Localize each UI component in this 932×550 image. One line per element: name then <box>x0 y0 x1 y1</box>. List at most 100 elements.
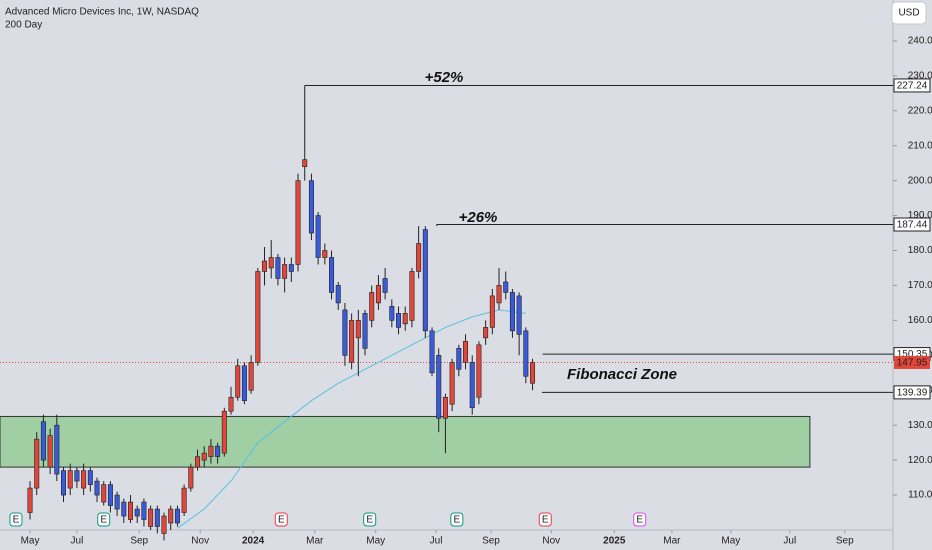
y-tick-label: 200.00 <box>908 175 932 186</box>
candle-body <box>483 327 489 339</box>
support-zone <box>0 415 811 468</box>
candle-body <box>154 508 160 527</box>
candle-body <box>27 487 33 513</box>
x-tick-label: Mar <box>663 536 681 547</box>
price-label: 150.35 <box>897 349 928 360</box>
candle-body <box>141 501 147 520</box>
candle-body <box>208 445 214 457</box>
event-marker <box>538 512 552 527</box>
candle-body <box>87 470 93 485</box>
candle-body <box>342 309 348 356</box>
candle-body <box>369 292 375 321</box>
candle-body <box>61 470 67 496</box>
candle-body <box>174 508 180 524</box>
candle-body <box>268 257 274 269</box>
event-label: E <box>542 515 549 526</box>
event-marker <box>9 512 23 527</box>
last-price-label: 147.95 <box>897 358 928 369</box>
event-label: E <box>366 515 373 526</box>
y-tick-label: 190.00 <box>908 210 932 221</box>
candle-body <box>335 285 341 304</box>
price-label-box <box>893 217 931 232</box>
x-tick-label: May <box>366 536 385 547</box>
price-label-box <box>893 78 931 93</box>
candle-body <box>436 355 442 419</box>
event-label: E <box>278 515 285 526</box>
candle-body <box>255 271 261 363</box>
x-tick-label: Sep <box>482 536 500 547</box>
candle-body <box>442 396 448 419</box>
candle-body <box>94 480 100 496</box>
candle-body <box>295 180 301 265</box>
moving-average-line <box>177 309 526 529</box>
x-tick-label: Mar <box>306 536 324 547</box>
candle-body <box>107 484 113 506</box>
candle-body <box>81 470 87 489</box>
candle-body <box>161 515 167 534</box>
candle-body <box>503 281 509 293</box>
x-tick-label: Jul <box>71 536 84 547</box>
y-tick-label: 160.00 <box>908 315 932 326</box>
candle-body <box>329 257 335 293</box>
y-tick-label: 130.00 <box>908 420 932 431</box>
candle-body <box>362 313 368 349</box>
candle-body <box>375 285 381 304</box>
candle-body <box>221 410 227 454</box>
candle-body <box>128 501 134 520</box>
price-label: 139.39 <box>897 388 928 399</box>
annotation: +26% <box>459 209 498 226</box>
candle-body <box>416 243 422 272</box>
candle-body <box>262 260 268 272</box>
candle-body <box>422 229 428 332</box>
candle-body <box>228 396 234 412</box>
y-tick-label: 180.00 <box>908 245 932 256</box>
candle-body <box>235 365 241 398</box>
y-tick-label: 230.00 <box>908 70 932 81</box>
candle-body <box>382 278 388 293</box>
candle-body <box>402 313 408 325</box>
candle-body <box>308 180 314 234</box>
currency-label[interactable]: USD <box>898 8 919 19</box>
candle-body <box>54 424 60 475</box>
candle-body <box>322 250 328 258</box>
candle-body <box>516 295 522 335</box>
candle-body <box>429 330 435 374</box>
x-tick-label: Sep <box>130 536 148 547</box>
candle-body <box>121 501 127 517</box>
candle-body <box>476 344 482 398</box>
candle-body <box>188 466 194 489</box>
price-label: 187.44 <box>897 220 928 231</box>
candle-body <box>456 348 462 370</box>
annotation: Fibonacci Zone <box>567 366 677 383</box>
candle-body <box>134 508 140 517</box>
event-label: E <box>636 515 643 526</box>
y-tick-label: 170.00 <box>908 280 932 291</box>
candle-body <box>168 508 174 524</box>
x-tick-label: Sep <box>836 536 854 547</box>
event-marker <box>97 512 111 527</box>
candle-body <box>114 494 120 510</box>
y-tick-label: 240.00 <box>908 36 932 47</box>
candle-body <box>509 292 515 332</box>
candle-body <box>241 365 247 402</box>
x-tick-label: May <box>21 536 40 547</box>
currency-button[interactable] <box>891 1 927 25</box>
candle-body <box>463 341 469 363</box>
candle-body <box>195 456 201 468</box>
event-marker <box>274 512 288 527</box>
price-label-box <box>893 385 931 400</box>
candle-body <box>181 487 187 513</box>
x-tick-label: 2025 <box>603 536 626 547</box>
x-tick-label: Jul <box>783 536 796 547</box>
candle-body <box>449 362 455 405</box>
candle-body <box>215 445 221 457</box>
annotation: +52% <box>425 69 464 86</box>
candle-body <box>489 295 495 328</box>
price-label: 227.24 <box>897 81 928 92</box>
candle-body <box>201 452 207 461</box>
x-tick-label: 2024 <box>242 536 265 547</box>
legend-entry: 200 Day <box>5 20 42 31</box>
y-tick-label: 110.00 <box>908 490 932 501</box>
candle-body <box>67 470 73 489</box>
